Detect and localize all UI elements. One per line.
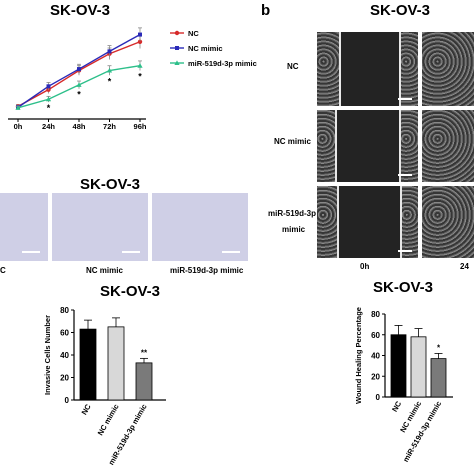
wound-image-mir-0h bbox=[317, 186, 418, 258]
panel-b-letter: b bbox=[261, 2, 271, 19]
data-point bbox=[137, 63, 143, 68]
data-point bbox=[107, 49, 112, 54]
wound-row-label-mimic: mimic bbox=[282, 225, 306, 234]
wound-bar-chart: SK-OV-3 0 20 40 60 80 Wound Healing Percentage… bbox=[354, 279, 453, 464]
transwell-image-mir bbox=[152, 193, 248, 261]
y-tick-label: 0 bbox=[65, 396, 70, 405]
wound-image-nc-mimic-0h bbox=[317, 110, 418, 182]
bar bbox=[430, 358, 447, 398]
x-tick-label: miR-519d-3p mimic bbox=[401, 400, 443, 464]
data-point bbox=[77, 67, 81, 72]
bar-chart-title: SK-OV-3 bbox=[100, 283, 160, 300]
y-tick-label: 0 bbox=[376, 393, 381, 402]
bar bbox=[135, 362, 153, 401]
significance-mark: * bbox=[108, 76, 112, 86]
wound-time-0h: 0h bbox=[360, 262, 370, 271]
wound-row-label-nc: NC bbox=[287, 62, 299, 71]
transwell-image-nc-mimic bbox=[52, 193, 148, 261]
bar-chart-title: SK-OV-3 bbox=[373, 279, 433, 296]
wound-image-nc-mimic-24h bbox=[422, 110, 474, 182]
x-tick-label: 24h bbox=[42, 122, 55, 131]
scale-bar bbox=[22, 251, 40, 253]
bar bbox=[390, 334, 407, 398]
x-tick-label: NC bbox=[390, 399, 404, 413]
transwell-image-nc bbox=[0, 193, 48, 261]
legend-label: NC bbox=[188, 29, 199, 38]
legend-label: miR-519d-3p mimic bbox=[188, 59, 257, 68]
y-tick-label: 40 bbox=[60, 351, 69, 360]
wound-time-24h: 24 bbox=[460, 262, 469, 271]
significance-mark: * bbox=[437, 343, 441, 352]
wound-image-nc-0h bbox=[317, 32, 418, 106]
significance-mark: ** bbox=[141, 348, 148, 357]
x-tick-label: 48h bbox=[73, 122, 86, 131]
scale-bar bbox=[222, 251, 240, 253]
wound-row-label-nc-mimic: NC mimic bbox=[274, 137, 311, 146]
y-tick-label: 60 bbox=[60, 329, 69, 338]
scale-bar bbox=[122, 251, 140, 253]
transwell-label-mir: miR-519d-3p mimic bbox=[170, 266, 244, 275]
growth-chart-title: SK-OV-3 bbox=[50, 2, 111, 19]
wound-row-label-mir: miR-519d-3p bbox=[268, 209, 317, 218]
legend-marker bbox=[174, 60, 180, 65]
x-tick-label: 0h bbox=[14, 122, 23, 131]
data-point bbox=[137, 39, 143, 44]
data-point bbox=[106, 67, 113, 73]
legend-label: NC mimic bbox=[188, 44, 223, 53]
significance-mark: * bbox=[47, 103, 51, 113]
x-tick-label: NC bbox=[80, 402, 94, 416]
significance-mark: * bbox=[138, 72, 142, 82]
x-tick-label: NC mimic bbox=[96, 403, 121, 437]
growth-line-chart: 0h 24h 48h 72h 96h * * * * bbox=[8, 27, 147, 131]
y-tick-label: 40 bbox=[371, 352, 380, 361]
legend-markers: NC NC mimic miR-519d-3p mimic bbox=[170, 29, 257, 68]
y-tick-label: 80 bbox=[371, 310, 380, 319]
x-tick-label: 96h bbox=[134, 122, 147, 131]
bar bbox=[107, 326, 125, 401]
wound-image-mir-24h bbox=[422, 186, 474, 258]
wound-image-nc-24h bbox=[422, 32, 474, 106]
bar bbox=[410, 336, 427, 398]
transwell-label-nc: C bbox=[0, 266, 6, 275]
data-point bbox=[46, 84, 51, 89]
y-tick-label: 60 bbox=[371, 331, 380, 340]
growth-legend: NC NC mimic miR-519d-3p mimic bbox=[168, 27, 268, 82]
significance-mark: * bbox=[77, 90, 81, 100]
data-point bbox=[45, 96, 52, 102]
legend-marker bbox=[174, 30, 180, 36]
y-tick-label: 20 bbox=[371, 372, 380, 381]
y-axis-label: Invasive Cells Number bbox=[43, 315, 52, 395]
data-point bbox=[138, 32, 142, 37]
data-point bbox=[76, 82, 82, 87]
transwell-title: SK-OV-3 bbox=[80, 176, 141, 193]
bar bbox=[79, 328, 97, 401]
invasion-bar-chart: SK-OV-3 0 20 40 60 80 Invasive Cells Number NC N… bbox=[43, 283, 166, 467]
y-tick-label: 80 bbox=[60, 306, 69, 315]
y-axis-label: Wound Healing Percentage bbox=[354, 307, 363, 404]
y-tick-label: 20 bbox=[60, 374, 69, 383]
transwell-label-nc-mimic: NC mimic bbox=[86, 266, 123, 275]
x-tick-label: 72h bbox=[103, 122, 116, 131]
legend-marker bbox=[175, 46, 179, 50]
data-point bbox=[15, 105, 21, 110]
wound-title: SK-OV-3 bbox=[370, 2, 431, 19]
